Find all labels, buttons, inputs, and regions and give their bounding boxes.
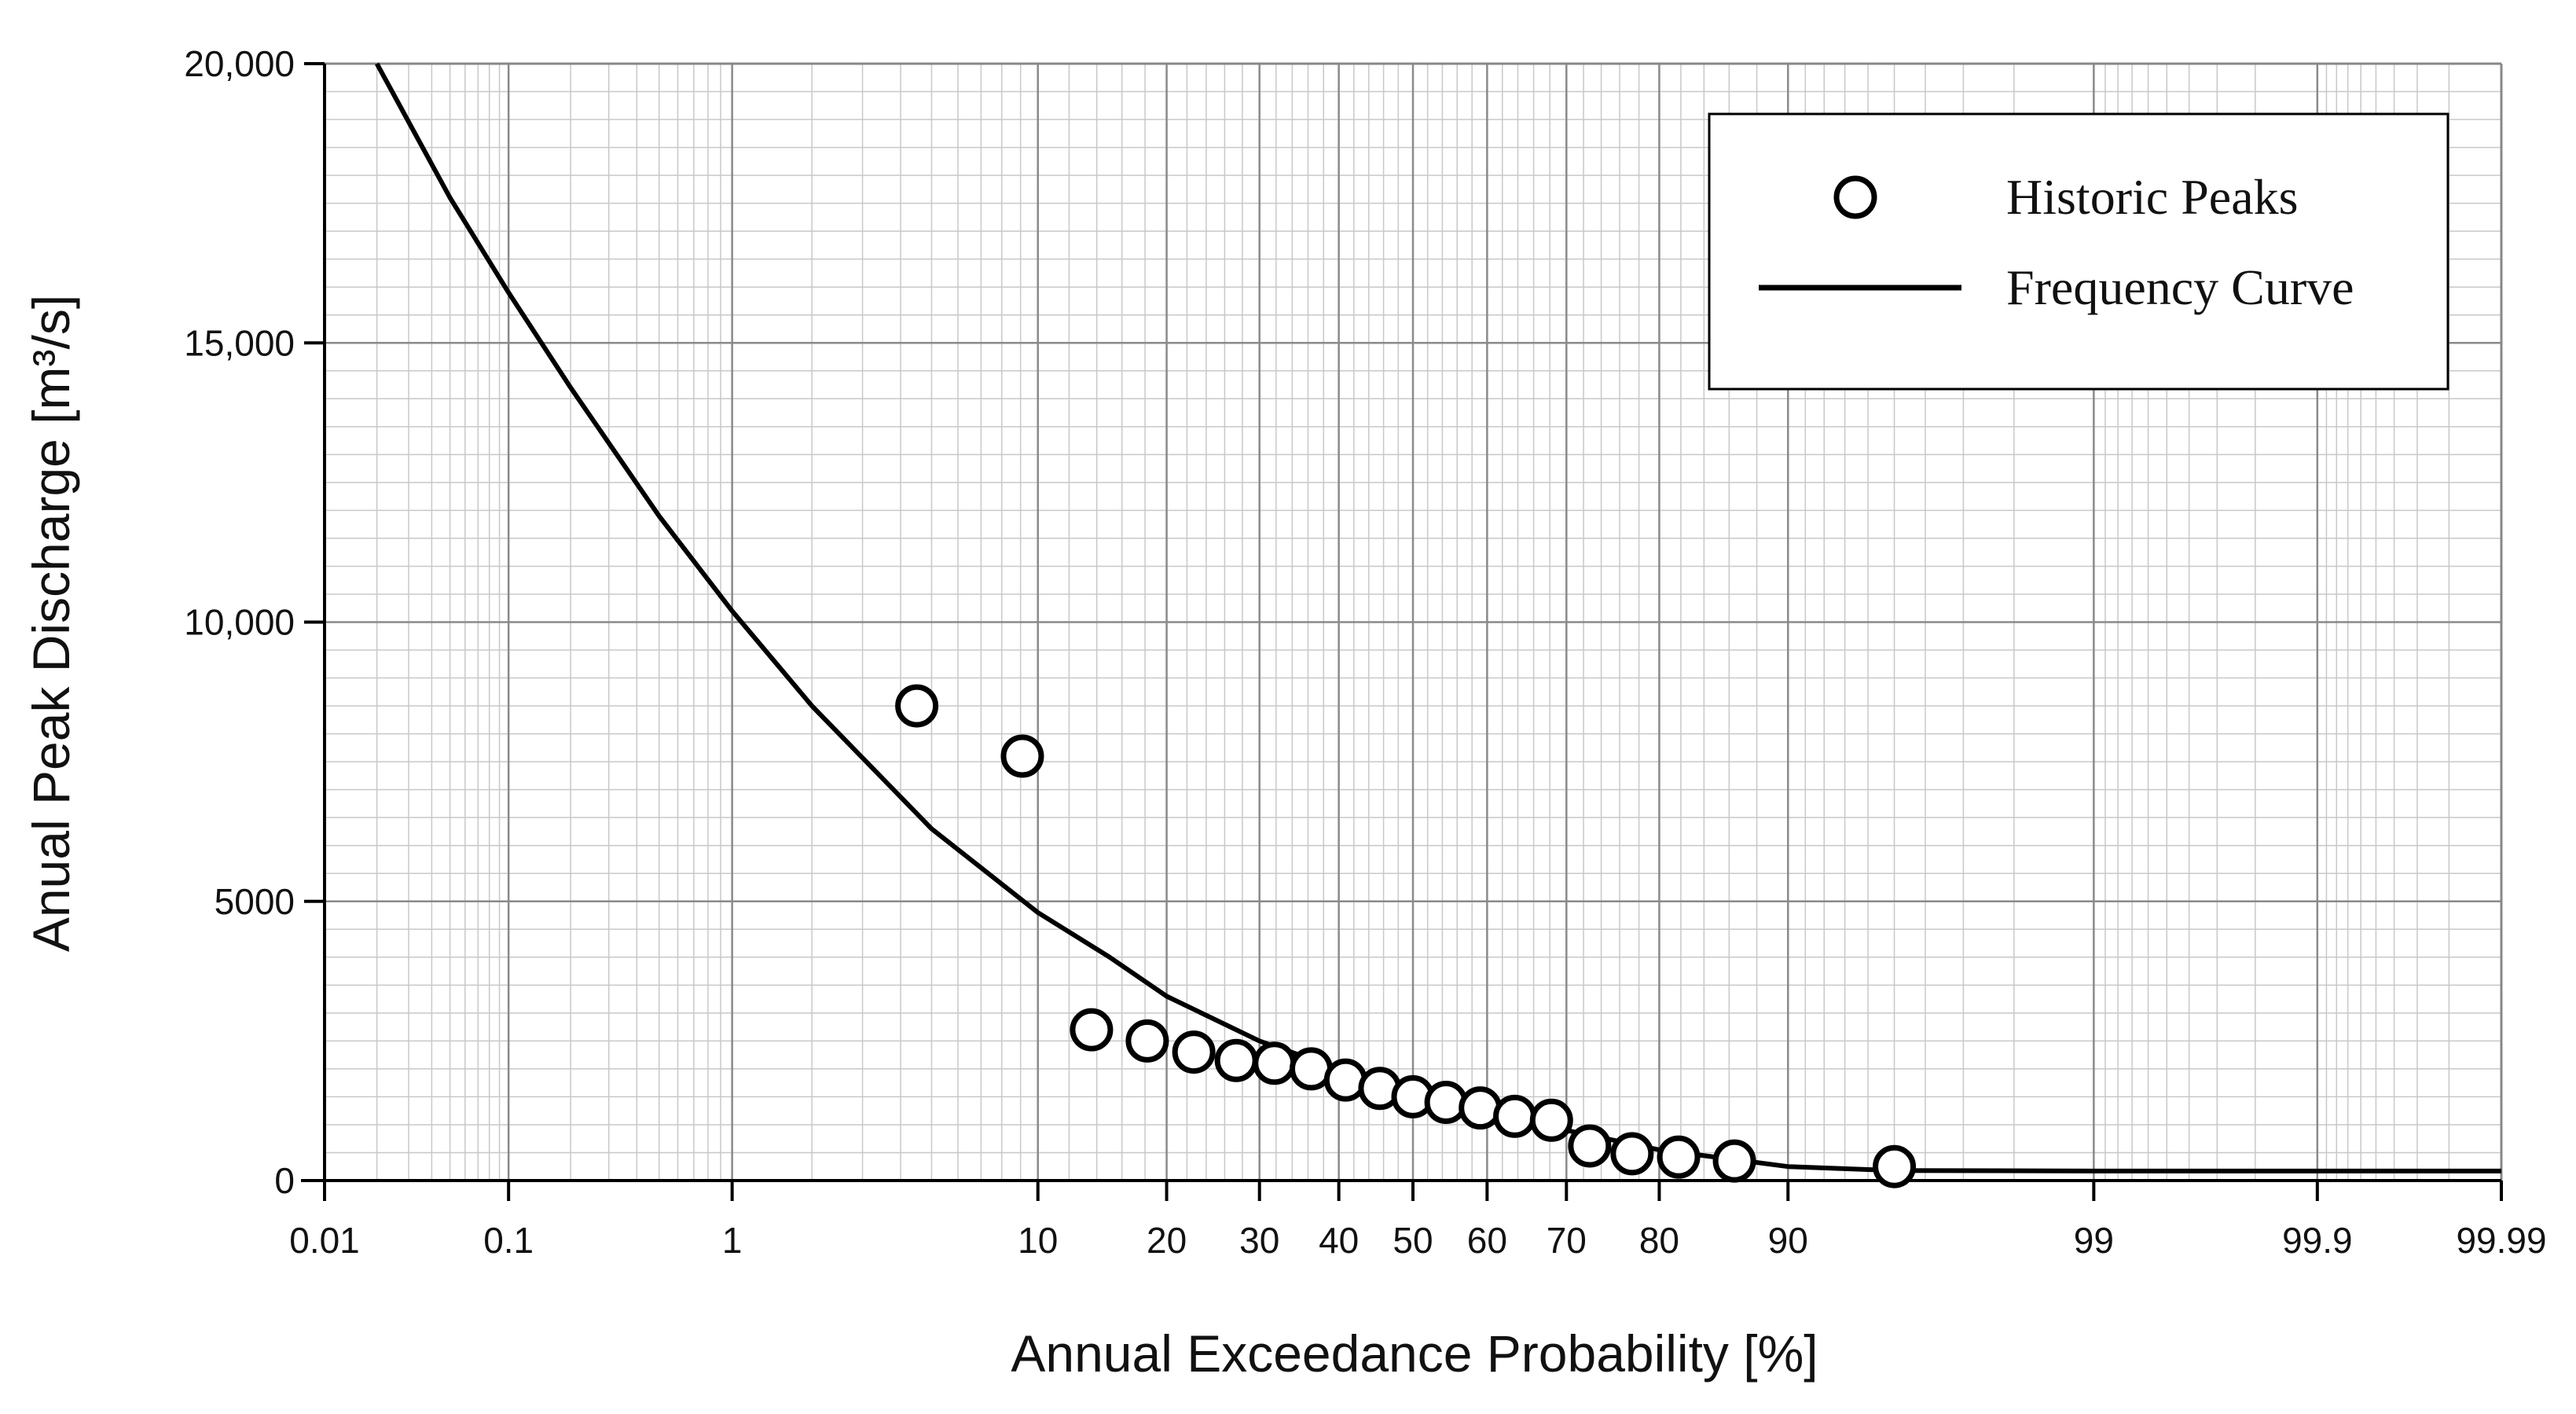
- legend-box: [1708, 112, 2449, 391]
- historic-peak-point: [1253, 1041, 1297, 1085]
- historic-peak-point: [1459, 1086, 1503, 1130]
- x-tick-label: 10: [1018, 1220, 1058, 1261]
- x-tick-label: 20: [1147, 1220, 1187, 1261]
- historic-peak-point: [1610, 1132, 1654, 1176]
- x-tick-label: 0.1: [483, 1220, 534, 1261]
- legend: Historic Peaks Frequency Curve: [1708, 112, 2449, 391]
- historic-peak-point: [1000, 734, 1044, 778]
- x-tick-label: 50: [1393, 1220, 1433, 1261]
- plot-frame: [325, 62, 2503, 1181]
- y-tick-label: 20,000: [184, 43, 295, 84]
- historic-peak-point: [1214, 1038, 1258, 1082]
- historic-peak-point: [1493, 1094, 1537, 1138]
- frequency-curve-group: [374, 62, 2501, 1173]
- historic-peak-point: [1712, 1139, 1756, 1183]
- historic-peak-point: [895, 684, 939, 728]
- y-tick-label: 10,000: [184, 602, 295, 643]
- x-tick-label: 90: [1768, 1220, 1808, 1261]
- x-tick-label: 60: [1467, 1220, 1507, 1261]
- historic-peak-point: [1657, 1135, 1701, 1179]
- legend-marker-historic-peaks: [1833, 175, 1877, 219]
- y-axis-ticks: 0 5000 10,000 15,000 20,000: [184, 43, 325, 1201]
- x-tick-label: 80: [1639, 1220, 1679, 1261]
- historic-peak-point: [1125, 1019, 1169, 1063]
- x-axis-title: Annual Exceedance Probability [%]: [1011, 1324, 1818, 1383]
- y-axis-title: Anual Peak Discharge [m³/s]: [22, 295, 80, 952]
- x-tick-label: 99: [2074, 1220, 2114, 1261]
- frequency-curve-line: [374, 62, 2501, 1173]
- legend-label-historic-peaks: Historic Peaks: [2006, 169, 2299, 225]
- x-tick-label: 40: [1319, 1220, 1359, 1261]
- historic-peak-point: [1529, 1098, 1573, 1142]
- historic-peak-point: [1070, 1008, 1114, 1052]
- y-tick-label: 5000: [215, 881, 295, 922]
- historic-peak-point: [1424, 1081, 1468, 1125]
- historic-peak-point: [1873, 1144, 1917, 1188]
- x-tick-label: 99.9: [2282, 1220, 2353, 1261]
- x-tick-label: 70: [1547, 1220, 1587, 1261]
- x-tick-label: 30: [1239, 1220, 1279, 1261]
- historic-peak-point: [1172, 1030, 1216, 1074]
- x-axis-ticks: 0.01 0.1 1 10 20 30 40 50 60 70 80 90 99 99.9 99.99: [289, 1181, 2547, 1261]
- y-tick-label: 0: [274, 1160, 295, 1201]
- y-tick-label: 15,000: [184, 322, 295, 363]
- historic-peak-point: [1568, 1124, 1612, 1168]
- x-tick-label: 99.99: [2456, 1220, 2546, 1261]
- x-tick-label: 0.01: [289, 1220, 360, 1261]
- legend-label-frequency-curve: Frequency Curve: [2006, 259, 2354, 315]
- x-tick-label: 1: [722, 1220, 743, 1261]
- historic-peaks-group: [895, 684, 1917, 1188]
